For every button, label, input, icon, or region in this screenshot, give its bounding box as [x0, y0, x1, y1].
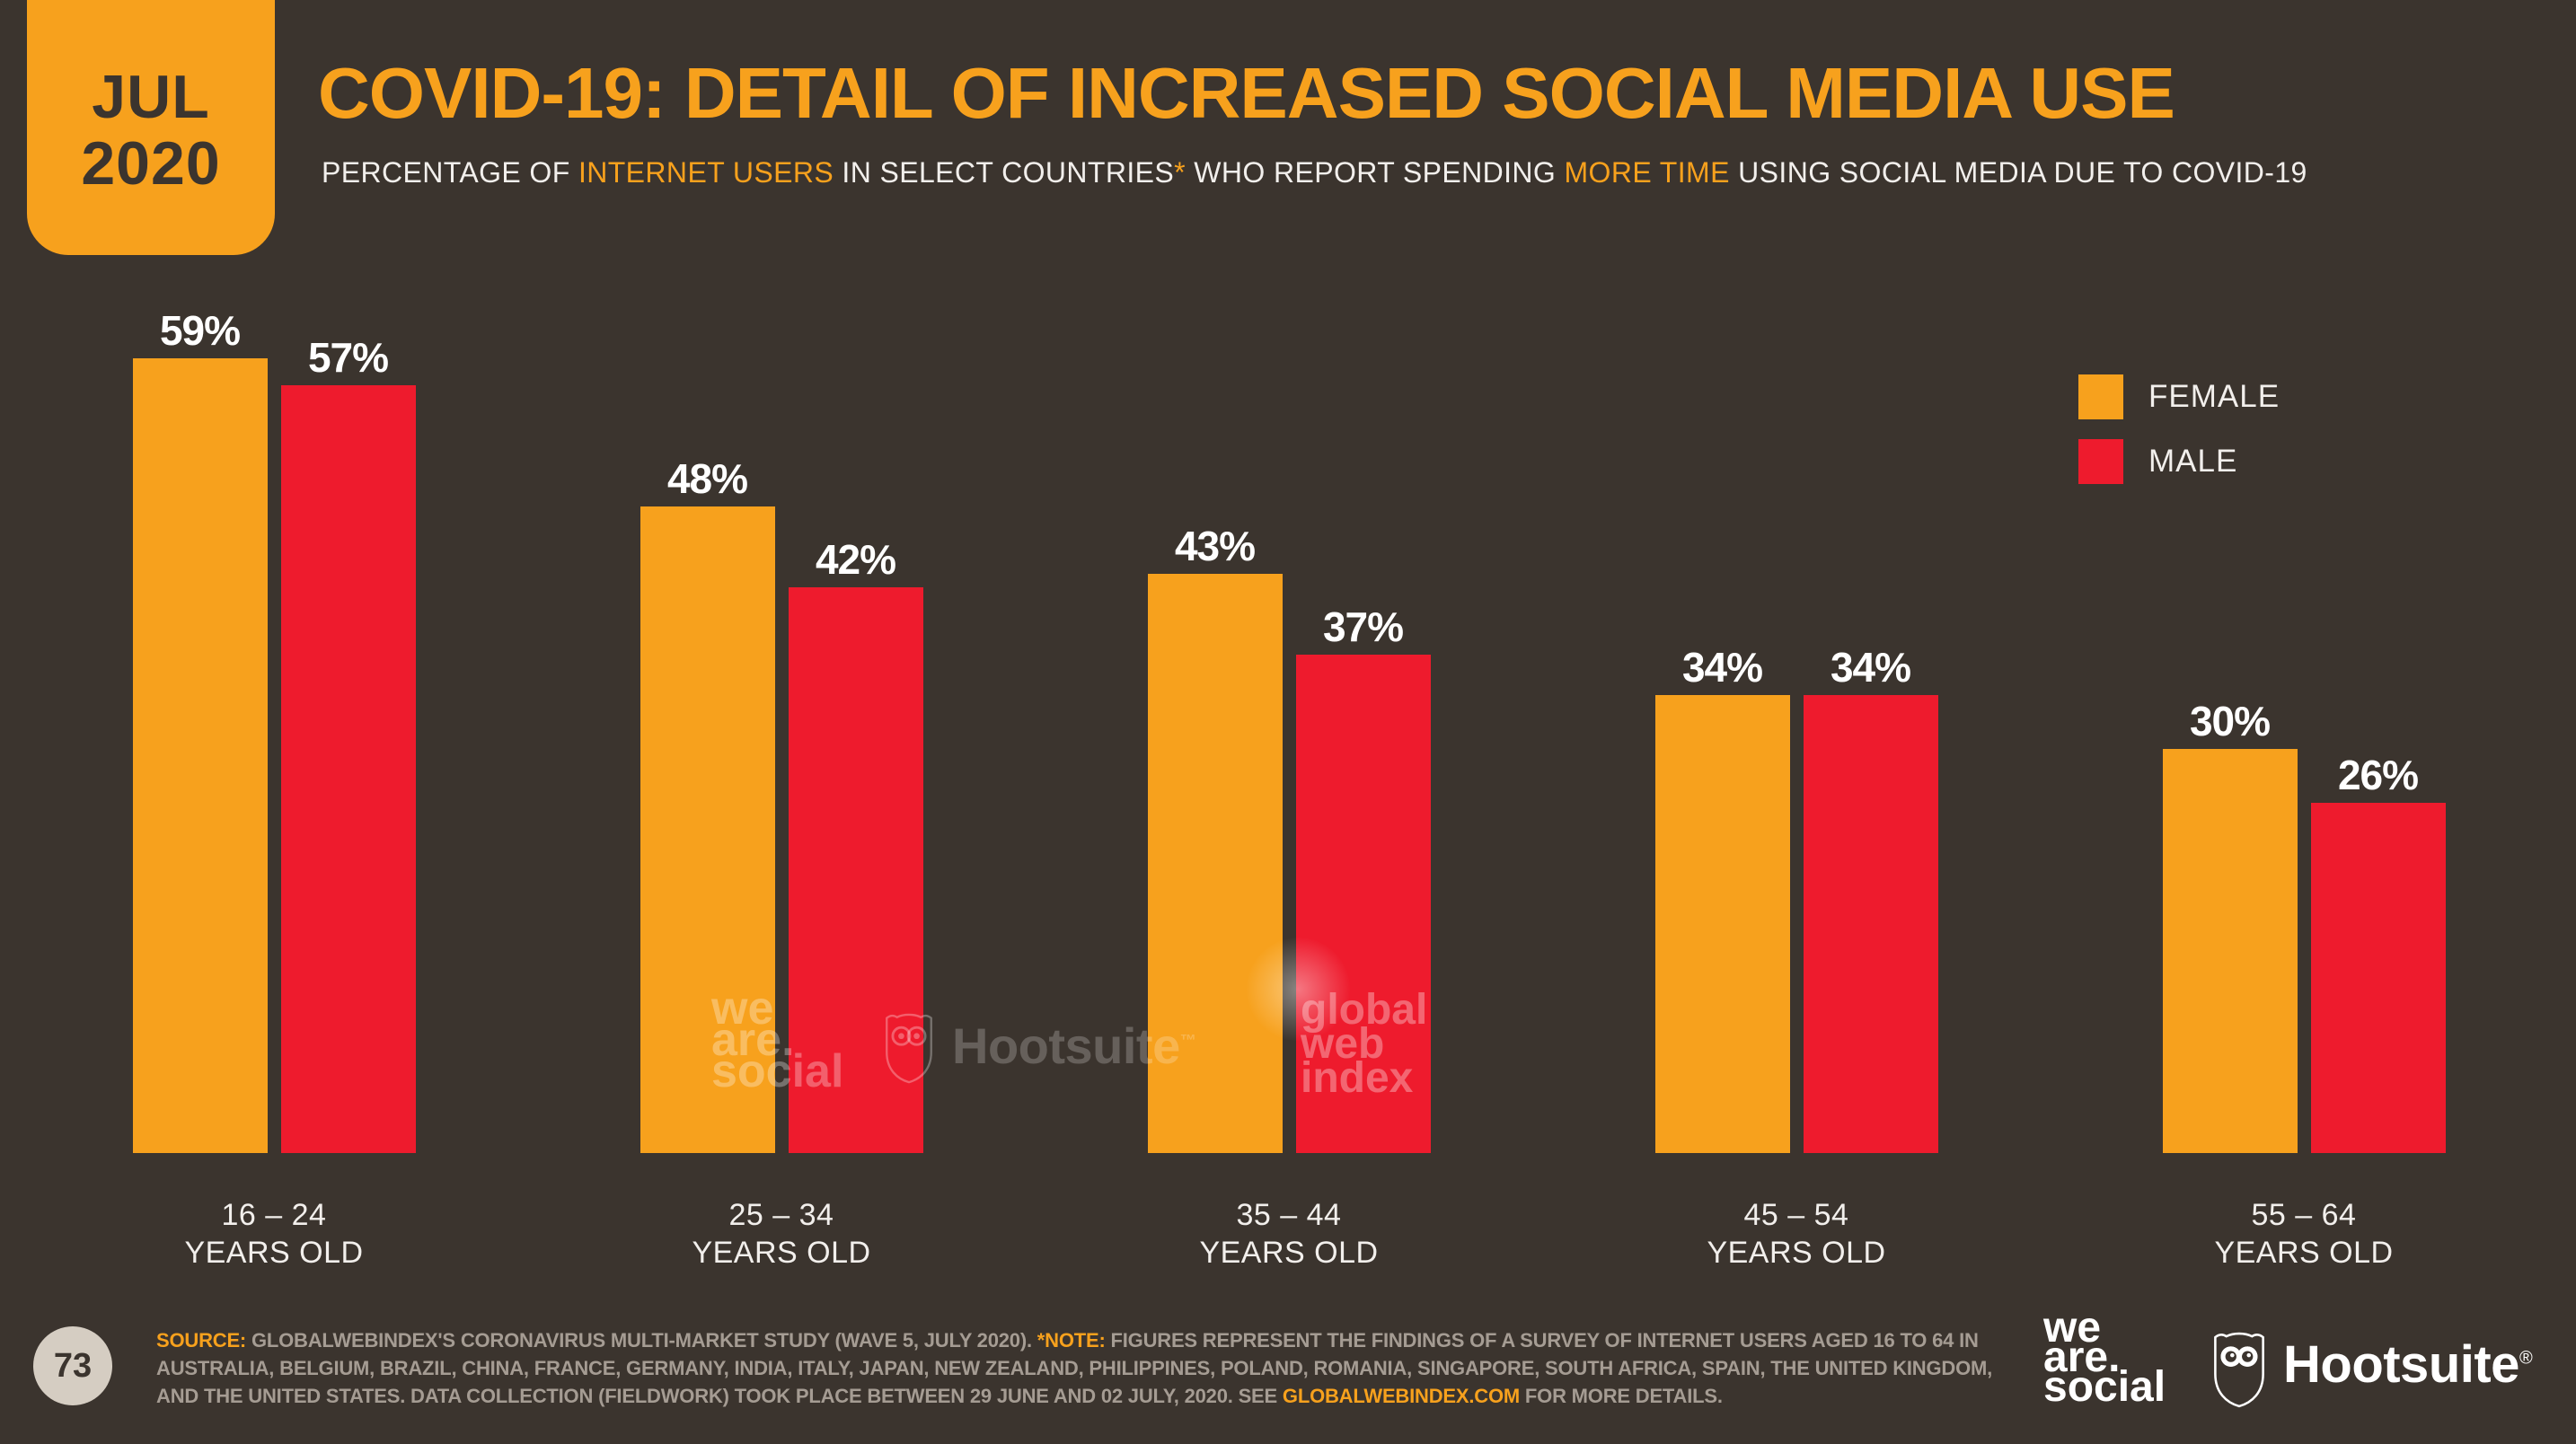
category-label: 45 – 54 YEARS OLD	[1617, 1196, 1976, 1272]
subtitle-text: IN SELECT COUNTRIES	[834, 156, 1175, 189]
category-range: 55 – 64	[2251, 1198, 2357, 1232]
source-text: AUSTRALIA, BELGIUM, BRAZIL, CHINA, FRANC…	[156, 1357, 1993, 1379]
date-year: 2020	[81, 129, 221, 198]
subtitle-text: *	[1174, 156, 1186, 189]
category-label: 35 – 44 YEARS OLD	[1109, 1196, 1469, 1272]
source-line: AUSTRALIA, BELGIUM, BRAZIL, CHINA, FRANC…	[156, 1354, 1992, 1382]
bar-value-label: 43%	[1174, 523, 1256, 569]
bar-male-55-64	[2310, 803, 2446, 1153]
legend-swatch-male	[2078, 439, 2123, 484]
source-text: *NOTE:	[1037, 1329, 1106, 1352]
logo-line: global	[1301, 986, 1428, 1034]
legend-swatch-female	[2078, 374, 2123, 419]
watermark-we-are-social-logo: we are. social	[711, 982, 844, 1097]
source-text: FOR MORE DETAILS.	[1520, 1385, 1723, 1407]
category-suffix: YEARS OLD	[2214, 1236, 2394, 1270]
date-month: JUL	[92, 63, 210, 131]
subtitle-text: USING SOCIAL MEDIA DUE TO COVID-19	[1729, 156, 2307, 189]
logo-line: are.	[2043, 1334, 2121, 1381]
logo-line: index	[1301, 1054, 1414, 1102]
category-suffix: YEARS OLD	[692, 1236, 871, 1270]
registered-symbol: ®	[2519, 1348, 2533, 1369]
legend-item-male: MALE	[2078, 439, 2280, 484]
bar-female-55-64	[2162, 749, 2298, 1153]
bar-male-45-54	[1803, 695, 1938, 1153]
watermark-hootsuite-text: Hootsuite	[952, 1017, 1180, 1074]
source-text: SOURCE:	[156, 1329, 247, 1352]
source-line: AND THE UNITED STATES. DATA COLLECTION (…	[156, 1382, 1992, 1410]
source-line: SOURCE: GLOBALWEBINDEX'S CORONAVIRUS MUL…	[156, 1326, 1992, 1354]
category-range: 35 – 44	[1236, 1198, 1342, 1232]
date-badge: JUL 2020	[27, 0, 275, 255]
bar-female-45-54	[1654, 695, 1790, 1153]
logo-line: we	[2043, 1304, 2102, 1352]
hootsuite-logo-text: Hootsuite	[2283, 1335, 2519, 1394]
bar-value-label: 48%	[666, 455, 748, 502]
category-label: 16 – 24 YEARS OLD	[94, 1196, 454, 1272]
source-text: AND THE UNITED STATES. DATA COLLECTION (…	[156, 1385, 1283, 1407]
legend-label: MALE	[2148, 444, 2238, 479]
logo-line: social	[2043, 1363, 2166, 1411]
bar-value-label: 30%	[2189, 698, 2271, 744]
chart-legend: FEMALE MALE	[2078, 374, 2280, 504]
subtitle-text: MORE TIME	[1564, 156, 1730, 189]
subtitle-text: INTERNET USERS	[578, 156, 834, 189]
category-range: 45 – 54	[1743, 1198, 1849, 1232]
logo-line: are.	[711, 1014, 795, 1066]
bar-male-16-24	[280, 385, 416, 1153]
bar-female-35-44	[1147, 574, 1283, 1153]
bar-female-25-34	[640, 506, 775, 1153]
bar-value-label: 37%	[1322, 603, 1404, 650]
watermark-hootsuite-label: Hootsuite™	[952, 1017, 1196, 1075]
trademark-symbol: ™	[1179, 1031, 1196, 1050]
page-title: COVID-19: DETAIL OF INCREASED SOCIAL MED…	[318, 53, 2175, 133]
logo-line: social	[711, 1045, 844, 1097]
source-note: SOURCE: GLOBALWEBINDEX'S CORONAVIRUS MUL…	[156, 1326, 1992, 1410]
category-suffix: YEARS OLD	[184, 1236, 364, 1270]
bar-male-35-44	[1295, 655, 1431, 1153]
bar-value-label: 59%	[159, 307, 241, 354]
bar-value-label: 42%	[815, 536, 896, 583]
category-range: 25 – 34	[728, 1198, 834, 1232]
legend-label: FEMALE	[2148, 379, 2280, 414]
page-number-badge: 73	[33, 1326, 112, 1405]
bar-value-label: 34%	[1681, 644, 1763, 691]
category-range: 16 – 24	[221, 1198, 327, 1232]
bar-value-label: 57%	[307, 334, 389, 381]
globalwebindex-link[interactable]: GLOBALWEBINDEX.COM	[1282, 1385, 1520, 1407]
bar-female-16-24	[132, 358, 268, 1153]
hootsuite-logo-owl-icon	[2211, 1332, 2267, 1413]
watermark-global-web-index-logo: global web index	[1301, 986, 1428, 1102]
bar-value-label: 34%	[1830, 644, 1911, 691]
hootsuite-logo: Hootsuite®	[2283, 1334, 2533, 1395]
we-are-social-logo: we are. social	[2043, 1304, 2166, 1411]
subtitle-text: WHO REPORT SPENDING	[1186, 156, 1565, 189]
category-label: 55 – 64 YEARS OLD	[2124, 1196, 2483, 1272]
subtitle-text: PERCENTAGE OF	[322, 156, 578, 189]
logo-line: web	[1301, 1020, 1385, 1068]
hootsuite-owl-icon	[883, 1013, 935, 1089]
logo-line: we	[711, 982, 774, 1035]
category-label: 25 – 34 YEARS OLD	[602, 1196, 961, 1272]
legend-item-female: FEMALE	[2078, 374, 2280, 419]
bar-male-25-34	[788, 587, 923, 1153]
source-text: GLOBALWEBINDEX'S CORONAVIRUS MULTI-MARKE…	[246, 1329, 1037, 1352]
globalwebindex-glow-icon	[1247, 938, 1350, 1041]
bar-value-label: 26%	[2337, 752, 2419, 798]
category-suffix: YEARS OLD	[1199, 1236, 1379, 1270]
subtitle: PERCENTAGE OF INTERNET USERS IN SELECT C…	[322, 156, 2307, 189]
source-text: FIGURES REPRESENT THE FINDINGS OF A SURV…	[1105, 1329, 1979, 1352]
category-suffix: YEARS OLD	[1707, 1236, 1886, 1270]
